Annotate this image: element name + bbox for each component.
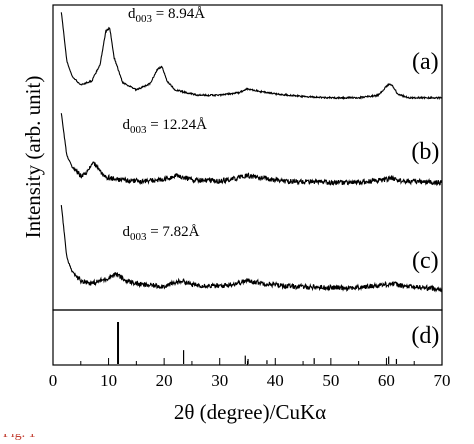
figure-caption-fragment: Fig. 1 <box>0 434 474 444</box>
reference-sticks <box>117 322 398 364</box>
x-tick-label: 70 <box>434 371 451 390</box>
figure-caption-text: Fig. 1 <box>3 434 36 442</box>
d-spacing-annotation: d003 = 12.24Å <box>122 117 207 136</box>
d-spacing-annotation: d003 = 7.82Å <box>122 224 199 243</box>
series-annotations: d003 = 8.94Å (a) d003 = 12.24Å (b) d003 = 7.… <box>122 6 439 349</box>
pattern-line-b <box>60 113 443 187</box>
y-axis-title: Intensity (arb. unit) <box>21 76 45 239</box>
x-axis-title: 2θ (degree)/CuKα <box>174 400 326 424</box>
x-axis-ticks: 0 10 20 30 40 50 60 70 <box>49 358 451 390</box>
series-label: (c) <box>412 248 439 274</box>
x-tick-label: 30 <box>211 371 228 390</box>
pattern-line-c <box>60 205 443 294</box>
diffraction-patterns <box>60 12 443 294</box>
d-spacing-annotation: d003 = 8.94Å <box>128 6 205 25</box>
series-label: (b) <box>411 139 439 165</box>
x-tick-label: 60 <box>378 371 395 390</box>
series-label: (a) <box>412 49 439 75</box>
reference-panel-frame <box>52 309 443 366</box>
reference-label: (d) <box>411 323 439 349</box>
x-tick-label: 50 <box>322 371 339 390</box>
pattern-line-a <box>60 12 443 101</box>
x-tick-label: 0 <box>49 371 58 390</box>
plot-frame <box>52 4 443 311</box>
x-tick-label: 40 <box>267 371 284 390</box>
x-tick-label: 10 <box>100 371 117 390</box>
x-tick-label: 20 <box>156 371 173 390</box>
